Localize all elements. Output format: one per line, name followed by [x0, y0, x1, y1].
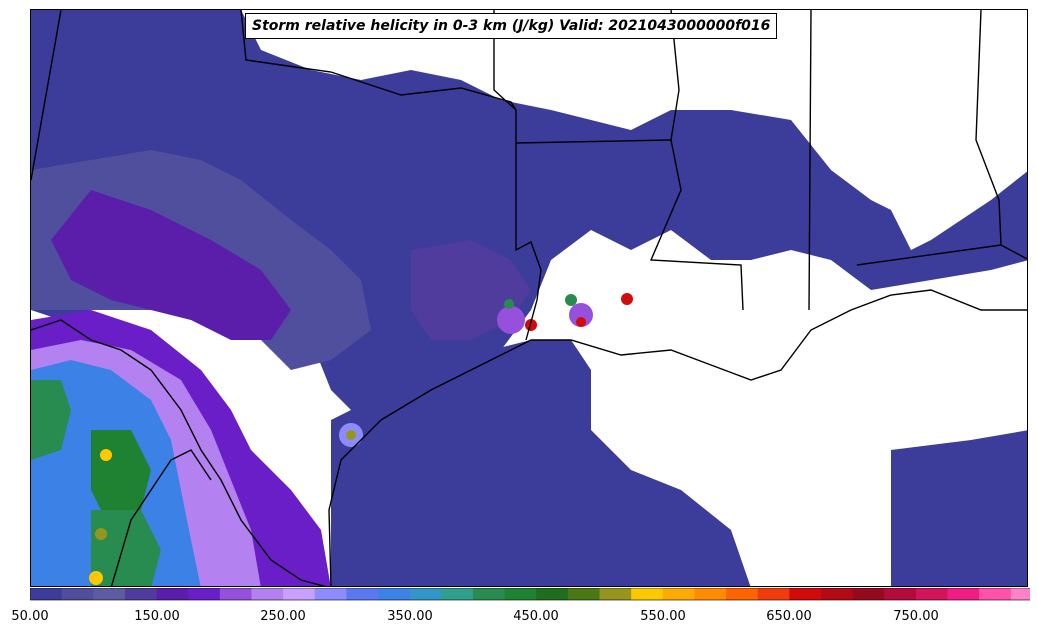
coastal-cell-3	[569, 303, 593, 327]
colorbar-segment	[662, 588, 695, 600]
helicity-region-green-1	[31, 380, 71, 460]
colorbar-tick-label-5: 550.00	[640, 609, 686, 624]
boundary-lines	[31, 10, 1027, 586]
colorbar-segment	[979, 588, 1012, 600]
colorbar-tick-label-0: 50.00	[11, 609, 49, 624]
coastline	[328, 289, 1027, 586]
colorbar-segment	[915, 588, 949, 600]
state-border-4	[649, 10, 744, 311]
helicity-map	[31, 10, 1027, 586]
state-border-8	[31, 10, 62, 181]
colorbar-segment	[314, 588, 347, 600]
helicity-region-gulf	[331, 340, 751, 586]
colorbar-segment	[156, 588, 189, 600]
colorbar-segment	[124, 588, 158, 600]
colorbar-segment	[472, 588, 506, 600]
state-border-7	[975, 10, 1002, 246]
state-border-3	[515, 139, 672, 144]
colorbar-tick-label-3: 350.00	[387, 609, 433, 624]
colorbar	[30, 588, 1030, 601]
helicity-region-north	[31, 10, 1027, 420]
coastal-cell-9	[504, 299, 514, 309]
colorbar-segment	[283, 588, 316, 600]
colorbar-segment	[1010, 588, 1030, 600]
colorbar-segment	[789, 588, 822, 600]
colorbar-tick-label-4: 450.00	[513, 609, 559, 624]
colorbar-segment	[346, 588, 379, 600]
colorbar-outline	[30, 588, 1030, 601]
colorbar-segment	[631, 588, 664, 600]
helicity-fill-layer	[31, 10, 1027, 586]
colorbar-segment	[378, 588, 411, 600]
colorbar-segment	[821, 588, 854, 600]
coastal-cell-5	[621, 293, 633, 305]
colorbar-segment	[219, 588, 252, 600]
state-border-5	[808, 10, 812, 311]
colorbar-tick-label-1: 150.00	[134, 609, 180, 624]
coastal-cell-1	[497, 306, 525, 334]
colorbar-segment	[441, 588, 474, 600]
coastal-cell-8	[565, 294, 577, 306]
mexico-border	[31, 319, 327, 586]
coastal-cell-7	[346, 430, 356, 440]
colorbar-segment	[947, 588, 980, 600]
colorbar-tick-label-7: 750.00	[893, 609, 939, 624]
colorbar-segment	[884, 588, 917, 600]
colorbar-segment	[188, 588, 221, 600]
helicity-max-3	[95, 528, 107, 540]
colorbar-segment	[726, 588, 759, 600]
colorbar-segment	[504, 588, 537, 600]
helicity-max-1	[100, 449, 112, 461]
helicity-max-2	[89, 571, 103, 585]
helicity-region-southeast	[891, 430, 1027, 586]
colorbar-segment	[409, 588, 442, 600]
helicity-region-northwest	[31, 10, 61, 80]
colorbar-segment	[567, 588, 601, 600]
mexico-state-border	[110, 449, 212, 586]
colorbar-segment	[757, 588, 790, 600]
map-title: Storm relative helicity in 0-3 km (J/kg)…	[245, 13, 778, 39]
colorbar-segment	[93, 588, 126, 600]
helicity-region-green-3	[91, 510, 161, 586]
colorbar-segment	[536, 588, 569, 600]
colorbar-segment	[61, 588, 94, 600]
colorbar-tick-label-6: 650.00	[766, 609, 812, 624]
state-border-1	[240, 10, 542, 341]
colorbar-segment	[30, 588, 63, 600]
coastal-cell-2	[525, 319, 537, 331]
coastal-cell-4	[576, 317, 586, 327]
colorbar-tick-label-2: 250.00	[260, 609, 306, 624]
map-panel	[30, 9, 1028, 587]
helicity-region-purple-band	[51, 190, 291, 340]
colorbar-segment	[694, 588, 727, 600]
colorbar-segment	[852, 588, 885, 600]
colorbar-segment	[599, 588, 632, 600]
colorbar-segment	[251, 588, 284, 600]
